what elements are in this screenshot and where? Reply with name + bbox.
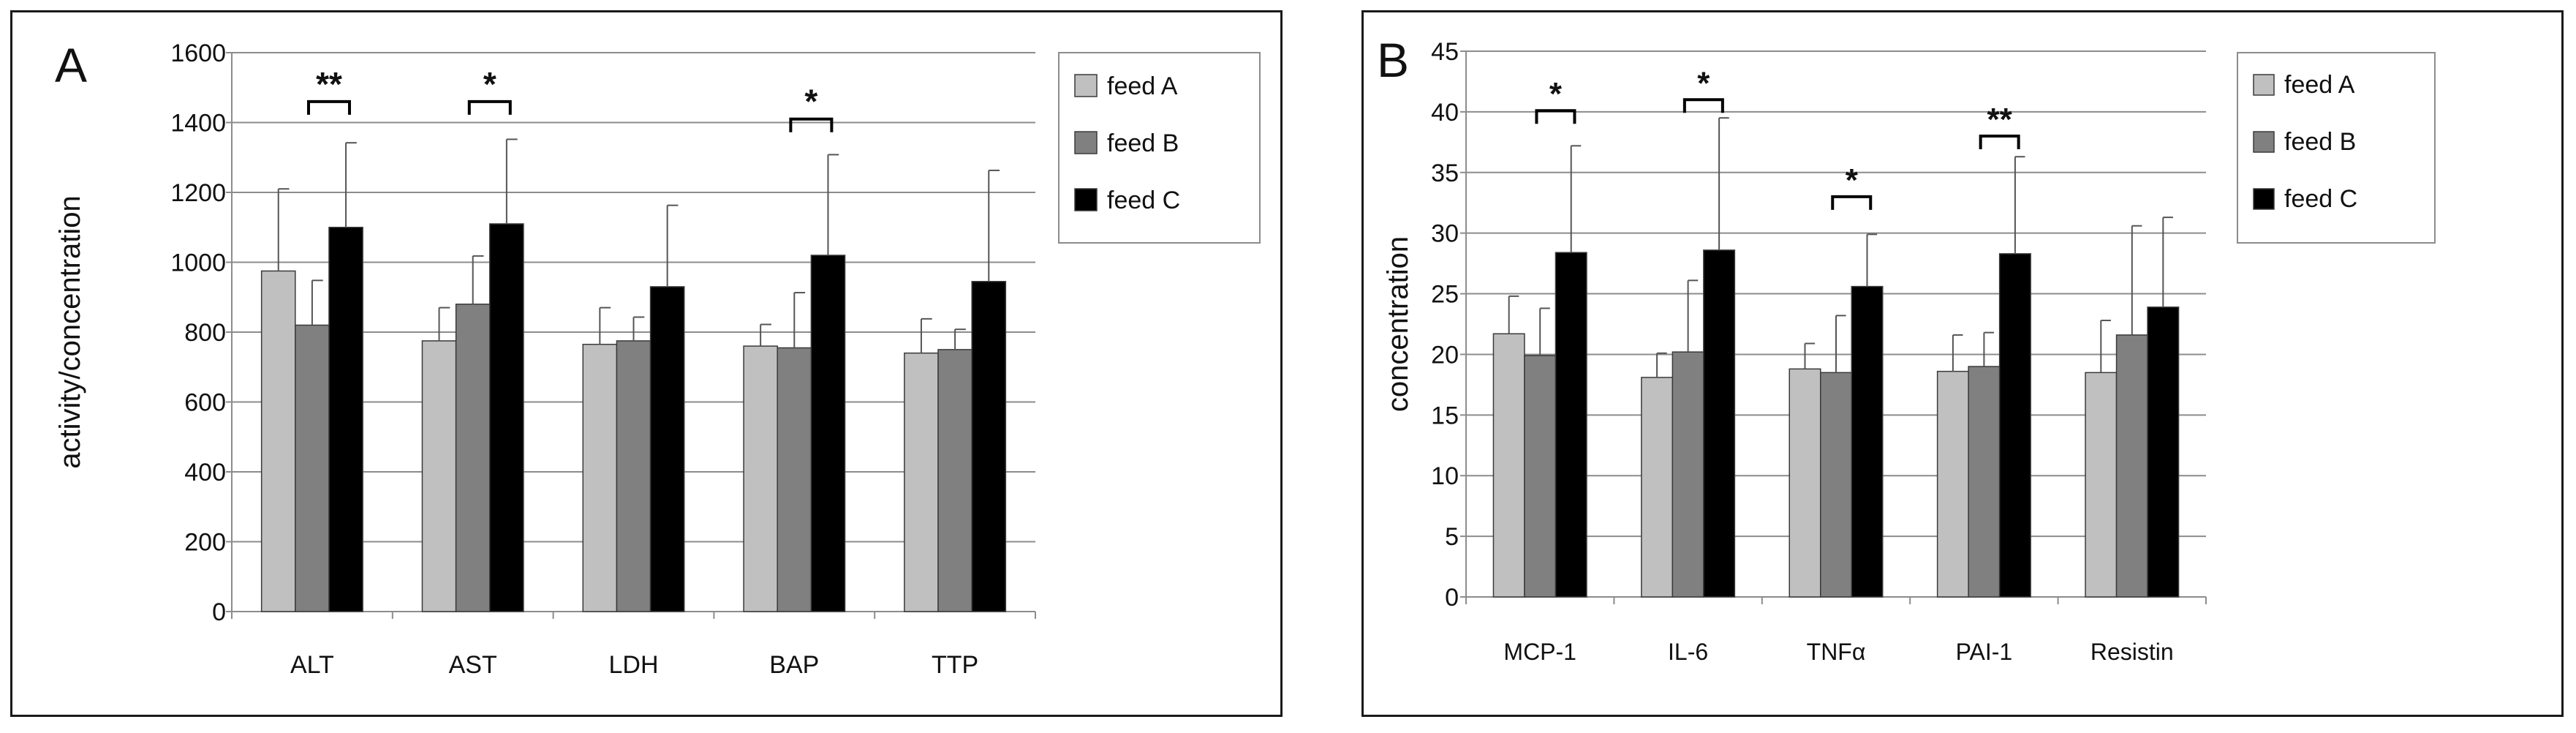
chartb-bar bbox=[1555, 252, 1587, 598]
chartb-ytick-label: 5 bbox=[1445, 523, 1459, 551]
chartb-bar bbox=[1968, 366, 2001, 598]
charta-bar bbox=[937, 349, 972, 612]
charta-ytick-label: 400 bbox=[184, 459, 226, 486]
chartb-y-axis-title: concentration bbox=[1382, 236, 1414, 412]
chartb-bar bbox=[1998, 253, 2031, 598]
chartb-legend-label: feed C bbox=[2284, 185, 2357, 213]
chartb-legend-swatch bbox=[2253, 131, 2275, 153]
charta-legend-label: feed C bbox=[1107, 187, 1180, 214]
charta-significance-label: * bbox=[804, 83, 817, 121]
charta-bar bbox=[489, 223, 524, 612]
chart-a-svg: A 0 200 400 600 800 1000 1200 1400 1600 activity/c… bbox=[54, 38, 1261, 679]
charta-bar bbox=[582, 343, 618, 612]
chartb-ytick-label: 35 bbox=[1431, 159, 1459, 187]
chartb-bar bbox=[2085, 372, 2118, 598]
chartb-bar bbox=[1789, 368, 1821, 598]
chartb-significance-bracket bbox=[1682, 98, 1724, 113]
chartb-legend-label: feed A bbox=[2284, 71, 2355, 99]
charta-bar bbox=[260, 270, 296, 612]
charta-ytick-label: 600 bbox=[184, 389, 226, 417]
charta-xtick-label: TTP bbox=[932, 651, 978, 679]
chartb-xtick-label: Resistin bbox=[2090, 639, 2174, 665]
chart-panel-b: B 0 5 10 15 20 25 30 35 40 45 concentration MCP-1 IL-… bbox=[1361, 10, 2564, 717]
charta-bar bbox=[777, 347, 812, 612]
chartb-xtick-label: PAI-1 bbox=[1956, 639, 2013, 665]
chartb-bar bbox=[1524, 355, 1557, 598]
chartb-bar bbox=[1851, 285, 1884, 598]
charta-bar bbox=[616, 340, 651, 612]
charta-ytick-label: 1600 bbox=[170, 40, 226, 67]
chartb-significance-label: ** bbox=[1987, 102, 2013, 138]
charta-significance-label: ** bbox=[316, 65, 342, 103]
chartb-bar bbox=[1936, 370, 1969, 598]
charta-bar bbox=[328, 227, 363, 612]
charta-legend-swatch bbox=[1074, 74, 1098, 97]
charta-xtick-label: BAP bbox=[769, 651, 819, 679]
chartb-bar bbox=[1819, 372, 1853, 598]
charta-y-axis-title: activity/concentration bbox=[54, 195, 86, 469]
charta-bar bbox=[971, 281, 1007, 612]
charta-legend-swatch bbox=[1074, 188, 1098, 211]
chartb-bar bbox=[1641, 377, 1674, 598]
chartb-xtick-label: MCP-1 bbox=[1503, 639, 1576, 665]
chartb-panel-label: B bbox=[1377, 33, 1409, 87]
chartb-significance-bracket bbox=[1979, 135, 2020, 150]
chartb-significance-bracket bbox=[1831, 195, 1873, 210]
chartb-bar bbox=[1672, 351, 1704, 598]
charta-significance-bracket bbox=[789, 117, 834, 132]
chartb-bar bbox=[1703, 249, 1736, 598]
chart-panel-a: A 0 200 400 600 800 1000 1200 1400 1600 activity/c… bbox=[10, 10, 1283, 717]
charta-bar bbox=[649, 286, 685, 612]
charta-ytick-label: 200 bbox=[184, 529, 226, 557]
charta-significance-bracket bbox=[467, 99, 512, 115]
chartb-ytick-label: 45 bbox=[1431, 38, 1459, 66]
chartb-significance-label: * bbox=[1697, 65, 1710, 101]
charta-ytick-label: 800 bbox=[184, 319, 226, 347]
chartb-bar bbox=[2115, 334, 2148, 598]
chartb-bar bbox=[2147, 307, 2180, 598]
charta-xtick-label: AST bbox=[449, 651, 497, 679]
chartb-ytick-label: 10 bbox=[1431, 462, 1459, 490]
chartb-significance-label: * bbox=[1846, 162, 1859, 198]
charta-bar bbox=[421, 340, 457, 612]
chartb-bar bbox=[1492, 333, 1525, 598]
chartb-ytick-label: 40 bbox=[1431, 99, 1459, 127]
chartb-legend-swatch bbox=[2253, 188, 2275, 210]
charta-panel-label: A bbox=[55, 38, 87, 92]
charta-bar bbox=[904, 352, 939, 612]
chartb-legend-swatch bbox=[2253, 74, 2275, 96]
chartb-ytick-label: 0 bbox=[1445, 584, 1459, 612]
charta-significance-bracket bbox=[306, 99, 351, 115]
chartb-significance-bracket bbox=[1535, 109, 1576, 124]
charta-ytick-label: 1400 bbox=[170, 110, 226, 138]
charta-xtick-label: ALT bbox=[290, 651, 334, 679]
chartb-xtick-label: IL-6 bbox=[1668, 639, 1708, 665]
charta-ytick-label: 1200 bbox=[170, 179, 226, 207]
charta-xtick-label: LDH bbox=[608, 651, 658, 679]
charta-significance-label: * bbox=[483, 65, 496, 103]
charta-bar bbox=[455, 304, 491, 612]
chartb-ytick-label: 20 bbox=[1431, 341, 1459, 369]
charta-bar bbox=[743, 345, 778, 612]
chartb-ytick-label: 25 bbox=[1431, 281, 1459, 309]
chartb-ytick-label: 15 bbox=[1431, 402, 1459, 429]
chartb-xtick-label: TNFα bbox=[1807, 639, 1866, 665]
charta-bar bbox=[295, 324, 330, 612]
chart-b-svg: B 0 5 10 15 20 25 30 35 40 45 concentration MCP-1 IL-… bbox=[1377, 33, 2436, 665]
charta-bar bbox=[810, 255, 846, 612]
charta-ytick-label: 1000 bbox=[170, 249, 226, 277]
charta-legend-label: feed B bbox=[1107, 129, 1179, 157]
charta-legend-label: feed A bbox=[1107, 72, 1178, 100]
chartb-ytick-label: 30 bbox=[1431, 220, 1459, 248]
charta-legend-swatch bbox=[1074, 131, 1098, 154]
chartb-legend-label: feed B bbox=[2284, 128, 2356, 156]
charta-ytick-label: 0 bbox=[212, 598, 226, 626]
chartb-significance-label: * bbox=[1549, 76, 1563, 112]
